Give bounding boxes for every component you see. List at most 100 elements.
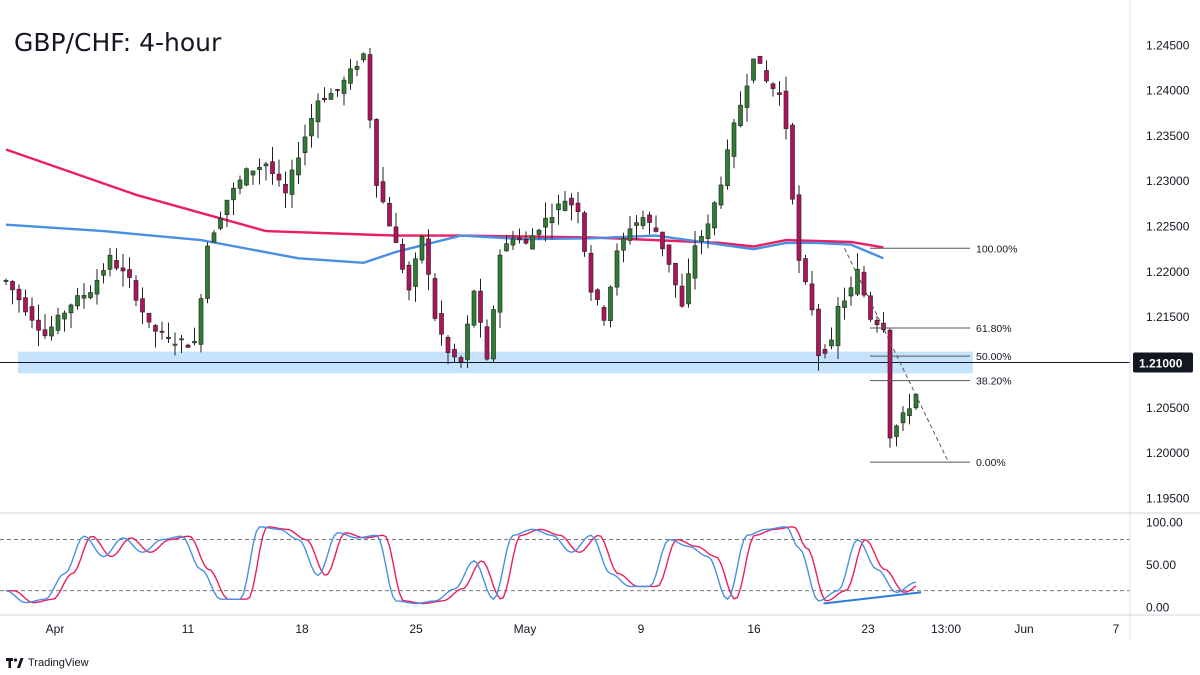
x-axis-tick-label: 11 [182,622,195,636]
axes: 1.24500 1.24000 1.23500 1.23000 1.22500 1.220… [0,0,1200,640]
candle-body [68,304,74,314]
candle-body [634,222,639,226]
x-axis-tick-label: Jun [1014,622,1033,636]
candle-body [621,238,626,251]
candle-body [185,344,191,348]
candle-body [283,183,288,194]
candle-body [894,425,899,437]
candle-body [380,181,386,203]
candle-body [705,223,711,239]
fib-level-label: 50.00% [976,351,1012,363]
candle-body [848,287,854,297]
candle-body [419,236,425,261]
candle-body [855,268,860,295]
x-axis-tick-label: 9 [638,622,645,636]
candle-body [887,329,893,439]
candle-body [738,104,743,126]
candle-body [146,312,152,323]
candle-body [309,118,314,137]
candle-body [140,298,145,313]
fib-level-label: 61.80% [976,323,1012,335]
oscillator-tick-label: 50.00 [1146,558,1176,572]
candle-body [725,149,730,187]
candle-body [582,212,587,252]
candle-body [673,263,678,286]
candle-body [211,232,217,243]
candle-body [406,264,412,291]
candle-body [692,245,698,279]
candle-body [595,289,600,300]
candle-body [822,349,828,354]
candle-body [718,184,724,206]
candle-body [757,55,763,64]
candle-body [192,341,197,344]
x-axis-tick-label: 7 [1113,622,1120,636]
candle-body [907,408,912,416]
candle-body [120,267,126,272]
fib-level-label: 100.00% [976,243,1017,255]
candle-body [205,245,210,299]
price-panel: 100.00% 61.80% 50.00% 38.20% 0.00% [0,47,1130,469]
fib-level-label: 38.20% [976,376,1012,388]
candle-body [335,89,340,91]
candle-body [835,305,841,347]
x-axis-tick-label: 18 [295,622,309,636]
candle-body [55,314,61,331]
candle-body [341,79,347,94]
candle-body [413,258,418,287]
candle-body [348,68,353,84]
y-axis-tick-label: 1.20000 [1146,446,1190,460]
candle-body [172,343,178,346]
candle-body [393,226,399,243]
candle-body [809,283,815,311]
y-axis-tick-label: 1.20500 [1146,401,1190,415]
candle-body [458,357,464,363]
candle-body [608,286,613,321]
stochastic-k-line [5,526,917,605]
candle-body [686,273,691,305]
candle-body [549,217,555,224]
candle-body [465,323,470,360]
candle-body [556,203,561,211]
candle-body [432,278,438,319]
candle-body [770,83,776,89]
blue-moving-average-line [5,223,884,265]
candle-body [114,260,119,269]
candle-body [517,237,522,241]
candle-body [328,93,334,100]
candle-body [276,173,282,181]
candle-body [374,119,379,186]
candle-body [861,271,867,296]
candle-body [640,217,646,226]
candle-body [426,238,431,275]
candle-body [218,217,223,229]
y-axis-tick-label: 1.22000 [1146,265,1190,279]
fib-level-label: 0.00% [976,457,1006,469]
chart-title: GBP/CHF: 4-hour [14,28,222,57]
candle-body [36,319,41,331]
candle-body [75,295,80,307]
candle-body [881,322,886,331]
stochastic-d-line [6,526,917,605]
candle-body [712,202,717,229]
candle-body [796,194,802,261]
candle-body [653,227,659,232]
current-price-label: 1.21000 [1139,356,1183,370]
candle-body [679,285,685,307]
candle-body [751,58,756,81]
candle-body [42,329,48,337]
candle-body [731,122,737,157]
candle-body [530,235,535,250]
candle-body [523,239,529,244]
candle-body [471,290,477,326]
x-axis-tick-label: May [514,622,537,636]
y-axis-tick-label: 1.23000 [1146,174,1190,188]
oscillator-tick-label: 0.00 [1146,601,1170,615]
candle-body [452,348,457,358]
y-axis-tick-label: 1.22500 [1146,220,1190,234]
y-axis-tick-label: 1.23500 [1146,129,1190,143]
candle-body [302,136,308,153]
candle-body [569,197,574,206]
candle-body [666,244,672,265]
